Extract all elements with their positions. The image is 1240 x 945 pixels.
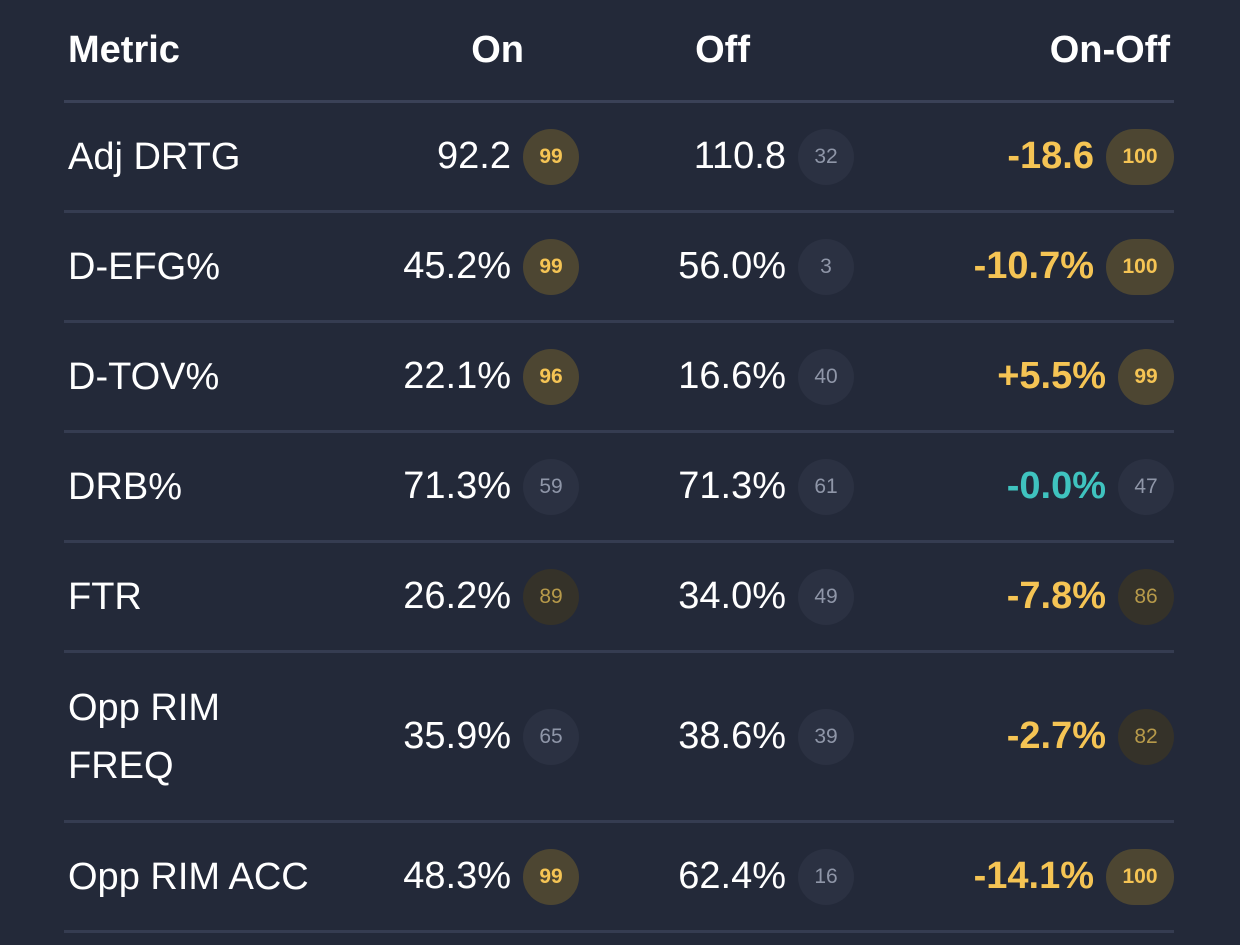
off-percentile-badge: 49 [798,568,854,625]
on-cell: 22.1% 96 [364,348,579,405]
header-on[interactable]: On [471,28,524,71]
header-on-off[interactable]: On-Off [1049,28,1170,71]
on-percentile-badge: 99 [523,848,579,905]
off-value: 71.3% [678,465,786,507]
off-percentile-badge: 61 [798,458,854,515]
diff-percentile-badge: 99 [1118,348,1174,405]
table-row: Opp RIM ACC 48.3% 99 62.4% 16 -14.1% 100 [64,823,1174,933]
on-percentile-badge: 89 [523,568,579,625]
table-row: Opp RIM FREQ 35.9% 65 38.6% 39 -2.7% 82 [64,653,1174,823]
off-value: 34.0% [678,575,786,617]
metric-name: D-EFG% [68,245,220,288]
off-cell: 38.6% 39 [579,708,854,765]
diff-value: -10.7% [973,245,1094,287]
off-percentile-badge: 39 [798,708,854,765]
diff-value: -18.6 [1007,135,1094,177]
diff-cell: -0.0% 47 [854,458,1174,515]
metric-name: D-TOV% [68,355,220,398]
diff-cell: -18.6 100 [854,128,1174,185]
on-value: 48.3% [403,855,511,897]
off-percentile-badge: 3 [798,238,854,295]
off-cell: 110.8 32 [579,128,854,185]
diff-percentile-badge: 47 [1118,458,1174,515]
on-percentile-badge: 99 [523,238,579,295]
metric-name: Opp RIM FREQ [64,679,364,795]
metric-name: Opp RIM ACC [68,855,309,898]
diff-cell: +5.5% 99 [854,348,1174,405]
on-value: 45.2% [403,245,511,287]
metric-name: Adj DRTG [68,135,241,178]
on-percentile-badge: 65 [523,708,579,765]
on-value: 35.9% [403,715,511,757]
on-cell: 48.3% 99 [364,848,579,905]
off-percentile-badge: 32 [798,128,854,185]
metric-name: DRB% [68,465,183,508]
diff-cell: -14.1% 100 [854,848,1174,905]
off-value: 56.0% [678,245,786,287]
diff-percentile-badge: 86 [1118,568,1174,625]
diff-cell: -2.7% 82 [854,708,1174,765]
on-percentile-badge: 59 [523,458,579,515]
table-row: Adj DRTG 92.2 99 110.8 32 -18.6 100 [64,103,1174,213]
diff-cell: -10.7% 100 [854,238,1174,295]
metric-name: FTR [68,575,142,618]
off-percentile-badge: 16 [798,848,854,905]
diff-percentile-badge: 100 [1106,128,1174,185]
on-cell: 26.2% 89 [364,568,579,625]
on-value: 92.2 [437,135,511,177]
table-header: Metric On Off On-Off [64,0,1174,103]
diff-percentile-badge: 100 [1106,848,1174,905]
off-value: 62.4% [678,855,786,897]
on-cell: 45.2% 99 [364,238,579,295]
diff-value: -7.8% [1006,575,1106,617]
off-cell: 71.3% 61 [579,458,854,515]
on-value: 26.2% [403,575,511,617]
on-value: 71.3% [403,465,511,507]
on-percentile-badge: 99 [523,128,579,185]
on-cell: 71.3% 59 [364,458,579,515]
header-off[interactable]: Off [695,28,750,71]
on-off-table: Metric On Off On-Off Adj DRTG 92.2 99 11… [64,0,1174,933]
on-value: 22.1% [403,355,511,397]
off-value: 38.6% [678,715,786,757]
metric-name-line-1: Opp RIM [68,686,221,729]
off-cell: 62.4% 16 [579,848,854,905]
table-row: FTR 26.2% 89 34.0% 49 -7.8% 86 [64,543,1174,653]
diff-cell: -7.8% 86 [854,568,1174,625]
off-cell: 16.6% 40 [579,348,854,405]
off-percentile-badge: 40 [798,348,854,405]
header-metric[interactable]: Metric [68,28,180,71]
on-cell: 35.9% 65 [364,708,579,765]
off-value: 16.6% [678,355,786,397]
on-percentile-badge: 96 [523,348,579,405]
table-row: D-EFG% 45.2% 99 56.0% 3 -10.7% 100 [64,213,1174,323]
diff-percentile-badge: 82 [1118,708,1174,765]
off-value: 110.8 [693,135,786,177]
table-row: DRB% 71.3% 59 71.3% 61 -0.0% 47 [64,433,1174,543]
table-row: D-TOV% 22.1% 96 16.6% 40 +5.5% 99 [64,323,1174,433]
off-cell: 56.0% 3 [579,238,854,295]
on-cell: 92.2 99 [364,128,579,185]
diff-value: -2.7% [1006,715,1106,757]
off-cell: 34.0% 49 [579,568,854,625]
diff-value: -14.1% [973,855,1094,897]
diff-value: -0.0% [1006,465,1106,507]
diff-percentile-badge: 100 [1106,238,1174,295]
metric-name-line-2: FREQ [68,744,174,787]
diff-value: +5.5% [997,355,1106,397]
